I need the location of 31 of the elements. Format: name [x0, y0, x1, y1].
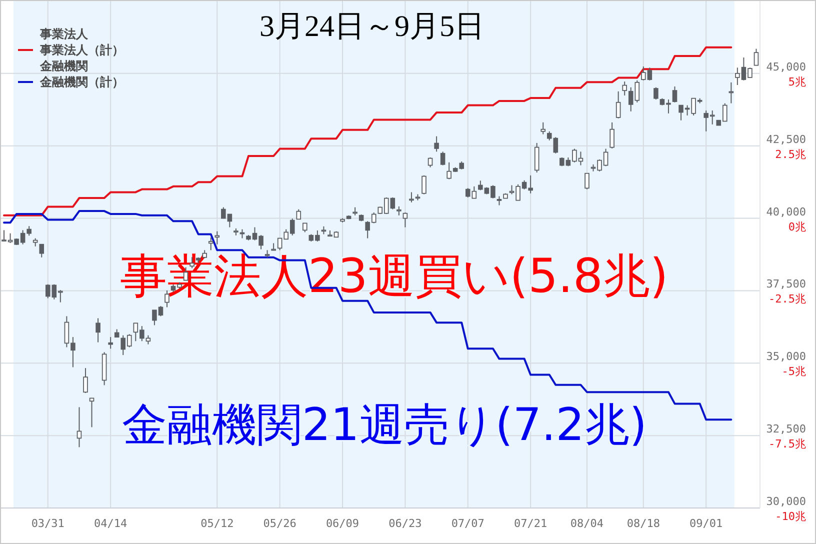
- annotation: 金融機関21週売り(7.2兆): [122, 398, 647, 451]
- x-tick-label: 07/07: [451, 517, 484, 530]
- y-tick-label: 42,500: [766, 132, 806, 146]
- x-tick-label: 06/23: [388, 517, 422, 530]
- annotation: 金融機関: [39, 59, 88, 73]
- legend-label: 事業法人（計）: [39, 43, 124, 57]
- y-tick-label: 30,000: [766, 495, 806, 508]
- y-tick-label: 40,000: [766, 205, 806, 218]
- y-tick-label: 35,000: [766, 350, 806, 364]
- y-tick-label: 32,500: [766, 422, 806, 436]
- x-tick-label: 04/14: [94, 517, 128, 530]
- chart-title: 3月24日～9月5日: [260, 10, 484, 43]
- y-tick-label: 37,500: [766, 278, 806, 291]
- y2-tick-label: -7.5兆: [768, 438, 806, 451]
- y2-tick-label: 2.5兆: [775, 148, 806, 161]
- x-tick-label: 05/26: [263, 517, 296, 530]
- y-tick-label: 45,000: [766, 60, 806, 74]
- x-tick-label: 05/12: [200, 517, 234, 530]
- x-tick-label: 03/31: [31, 517, 64, 530]
- annotation: 事業法人: [39, 27, 89, 41]
- y2-tick-label: -2.5兆: [768, 292, 806, 306]
- legend-label: 金融機関（計）: [39, 75, 124, 89]
- y2-tick-label: 0兆: [788, 220, 806, 234]
- y2-tick-label: -10兆: [775, 510, 806, 523]
- x-tick-label: 08/18: [626, 517, 660, 530]
- x-tick-label: 06/09: [326, 517, 360, 530]
- x-tick-label: 07/21: [514, 517, 548, 530]
- x-tick-label: 09/01: [690, 517, 723, 530]
- y2-tick-label: -5兆: [782, 365, 806, 378]
- y2-tick-label: 5兆: [788, 75, 806, 88]
- x-tick-label: 08/04: [570, 517, 604, 530]
